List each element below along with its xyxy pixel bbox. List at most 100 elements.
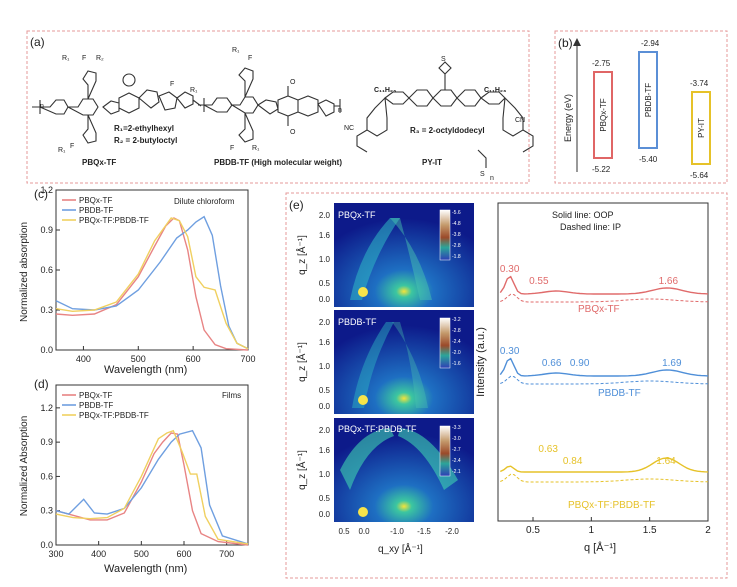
x-tick-label: 300 [48,549,63,559]
giwaxs-y-tick-label: 2.0 [319,318,331,327]
svg-text:S: S [480,171,485,178]
profile-series-name: PBQx-TF [578,304,620,315]
giwaxs-scale-label: -1.8 [452,254,461,260]
svg-text:O: O [290,129,296,136]
giwaxs-y-tick-label: 1.6 [319,446,331,455]
giwaxs-map-2 [334,310,474,414]
giwaxs-map-3 [334,418,474,522]
giwaxs-y-tick-label: 1.6 [319,338,331,347]
pbqx-name: PBQx-TF [82,158,116,167]
giwaxs-scale-label: -2.1 [452,469,461,475]
series-line-pbqx-tf-pbdb-tf [55,217,249,350]
giwaxs-map-1-title: PBQx-TF [338,210,376,220]
giwaxs-scale-label: -2.4 [452,458,461,464]
chart-d-xlabel: Wavelength (nm) [104,563,187,575]
pbqx-r2-text: R₂ = 2-butyloctyl [114,136,177,145]
panel-a-label: (a) [30,35,45,49]
y-tick-label: 0.9 [40,225,53,235]
profile-oop-1 [499,357,709,377]
pbqx-level-box [593,71,613,159]
giwaxs-ylabel: q_z [Å⁻¹] [295,450,308,490]
x-tick-label: 400 [76,354,91,364]
svg-text:F: F [170,81,174,88]
giwaxs-scale-label: -5.6 [452,210,461,216]
y-tick-label: 0.0 [40,540,53,550]
profile-oop-0 [499,275,709,295]
x-tick-label: 600 [186,354,201,364]
series-line-pbdb-tf [55,429,249,545]
giwaxs-y-tick-label: 1.0 [319,362,331,371]
energy-axis-arrow [573,38,581,46]
legend-label: PBQx-TF [79,196,112,205]
svg-text:n: n [338,107,342,114]
peak-label: 0.63 [538,444,558,455]
profile-ip-2 [500,473,709,483]
legend-label: PBDB-TF [79,401,113,410]
panel-c-label: (c) [34,187,48,201]
peak-label: 0.84 [563,456,583,467]
peak-label: 0.66 [542,358,562,369]
panel-a-frame [26,30,530,184]
giwaxs-x-tick-label: -2.0 [445,527,459,536]
x-tick-label: 1.5 [643,525,657,536]
giwaxs-x-tick-label: 0.0 [358,527,370,536]
svg-text:F: F [248,55,252,62]
pyit-side-right: C₁₁H₂₃ [484,87,506,94]
giwaxs-y-tick-label: 0.5 [319,494,331,503]
svg-text:S: S [441,56,446,63]
peak-label: 0.90 [570,358,590,369]
giwaxs-scale-label: -2.4 [452,339,461,345]
y-tick-label: 0.3 [40,506,53,516]
giwaxs-x-tick-label: -1.0 [390,527,404,536]
pyit-lumo: -3.74 [690,79,709,88]
pyit-level-name: PY-IT [697,118,706,138]
pbdb-structure: R₁ F O O F R₁ n [198,47,342,152]
svg-text:R₁: R₁ [190,87,198,94]
x-tick-label: 700 [219,549,234,559]
giwaxs-ylabel: q_z [Å⁻¹] [295,235,308,275]
series-line-pbdb-tf [55,215,249,350]
profile-ylabel: Intensity (a.u.) [475,327,487,397]
svg-text:CN: CN [515,117,525,124]
peak-label: 1.69 [662,358,682,369]
profile-legend-solid: Solid line: OOP [552,210,614,220]
peak-label: 1.64 [656,456,676,467]
svg-text:n: n [490,175,494,182]
svg-text:F: F [82,55,86,62]
giwaxs-scale-label: -3.0 [452,436,461,442]
giwaxs-y-tick-label: 0.5 [319,386,331,395]
svg-text:R₁: R₁ [58,147,66,154]
giwaxs-y-tick-label: 0.0 [319,510,331,519]
giwaxs-map-3-title: PBQx-TF:PBDB-TF [338,424,417,434]
x-tick-label: 500 [131,354,146,364]
y-tick-label: 0.9 [40,437,53,447]
giwaxs-ylabel: q_z [Å⁻¹] [295,342,308,382]
x-tick-label: 700 [240,354,255,364]
pyit-r3-text: R₃ = 2-octyldodecyl [410,126,485,135]
profile-series-name: PBQx-TF:PBDB-TF [568,500,655,511]
pbdb-level-name: PBDB-TF [644,83,653,117]
chart-c-ylabel: Normalized absorption [19,222,30,322]
series-line-pbqx-tf [55,217,249,351]
pyit-structure: S NC CN S n [344,56,534,182]
pyit-level-box [691,91,711,165]
chart-c-plot: 400 500 600 700 0.0 0.3 0.6 0.9 1.2 PBQx-TFPBDB-T… [40,185,255,364]
pbqx-structure: R₁ F R₂ F R₁ F R₁ n [32,55,202,154]
panel-b-frame [554,30,728,184]
peak-label: 0.30 [500,264,520,275]
legend-label: PBDB-TF [79,206,113,215]
giwaxs-y-tick-label: 1.0 [319,255,331,264]
giwaxs-scale-label: -2.8 [452,328,461,334]
giwaxs-y-tick-label: 0.0 [319,402,331,411]
giwaxs-axis-labels: 2.0 1.6 1.0 0.5 0.0 q_z [Å⁻¹] -5.6 -4.8 -3.8 -2.8… [295,210,461,536]
giwaxs-x-tick-label: -1.5 [417,527,431,536]
x-tick-label: 600 [176,549,191,559]
svg-text:R₁: R₁ [232,47,240,54]
profile-ip-1 [500,375,709,385]
y-tick-label: 0.6 [40,265,53,275]
energy-axis-label: Energy (eV) [563,94,573,142]
pbqx-level-name: PBQx-TF [599,98,608,131]
pyit-homo: -5.64 [690,171,709,180]
panel-e-frame [285,192,728,579]
giwaxs-x-tick-label: 0.5 [338,527,350,536]
